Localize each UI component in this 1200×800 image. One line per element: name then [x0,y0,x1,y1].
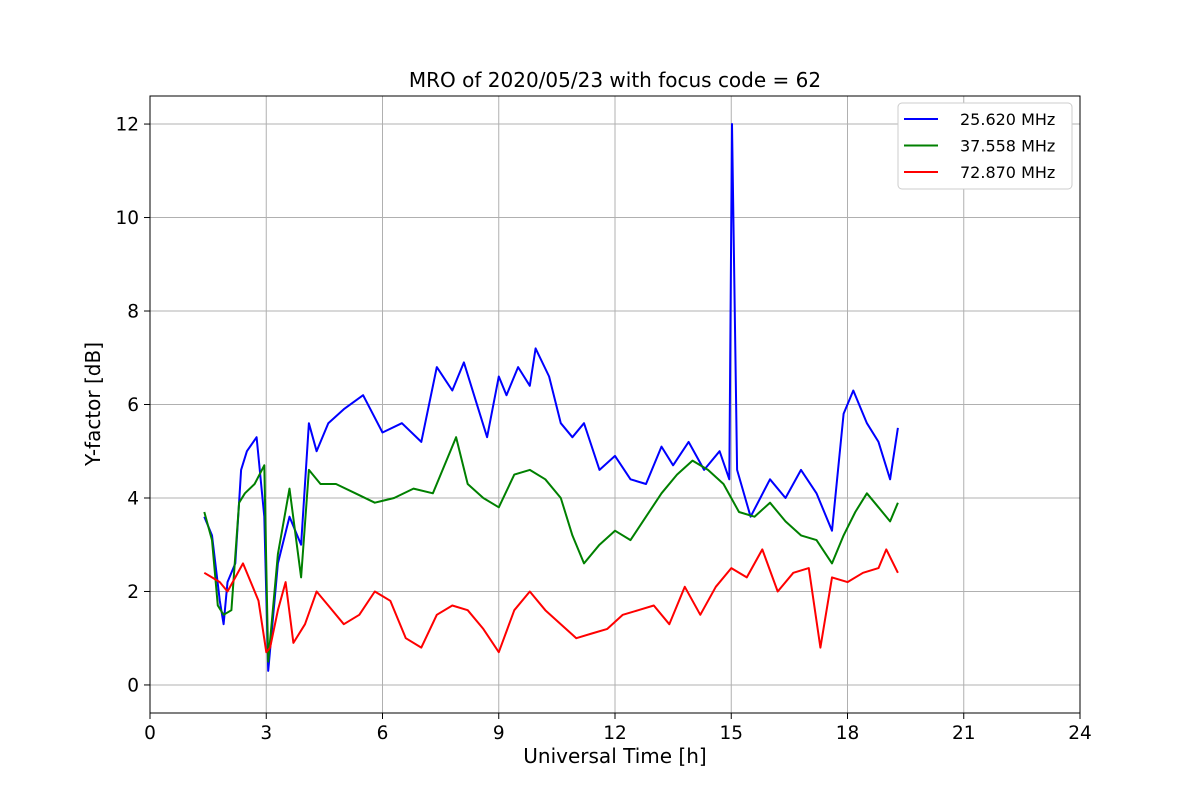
x-tick-label: 15 [719,723,743,744]
y-tick-label: 2 [127,582,139,603]
y-tick-label: 6 [127,395,139,416]
x-tick-label: 21 [952,723,976,744]
series-line [203,436,899,663]
x-tick-label: 18 [836,723,860,744]
y-axis: 0 2 4 6 8 10 12 [115,115,150,696]
x-tick-label: 12 [603,723,627,744]
x-axis-label: Universal Time [h] [523,744,706,768]
y-tick-label: 0 [127,675,139,696]
legend-label: 72.870 MHz [960,163,1055,182]
legend: 25.620 MHz 37.558 MHz 72.870 MHz [897,102,1073,190]
x-tick-label: 0 [144,723,156,744]
y-tick-label: 12 [115,115,139,136]
series-line [203,548,899,654]
y-axis-label: Y-factor [dB] [81,342,105,467]
chart-title: MRO of 2020/05/23 with focus code = 62 [409,68,821,92]
legend-label: 37.558 MHz [960,137,1055,156]
legend-box [897,102,1073,190]
y-tick-label: 4 [127,488,139,509]
series-layer [203,123,899,672]
x-tick-label: 9 [493,723,505,744]
x-tick-label: 3 [260,723,272,744]
legend-label: 25.620 MHz [960,110,1055,129]
y-tick-label: 8 [127,302,139,323]
y-tick-label: 10 [115,208,139,229]
x-axis: 0 3 6 9 12 15 18 21 24 [144,713,1092,744]
x-tick-label: 6 [377,723,389,744]
x-tick-label: 24 [1068,723,1092,744]
